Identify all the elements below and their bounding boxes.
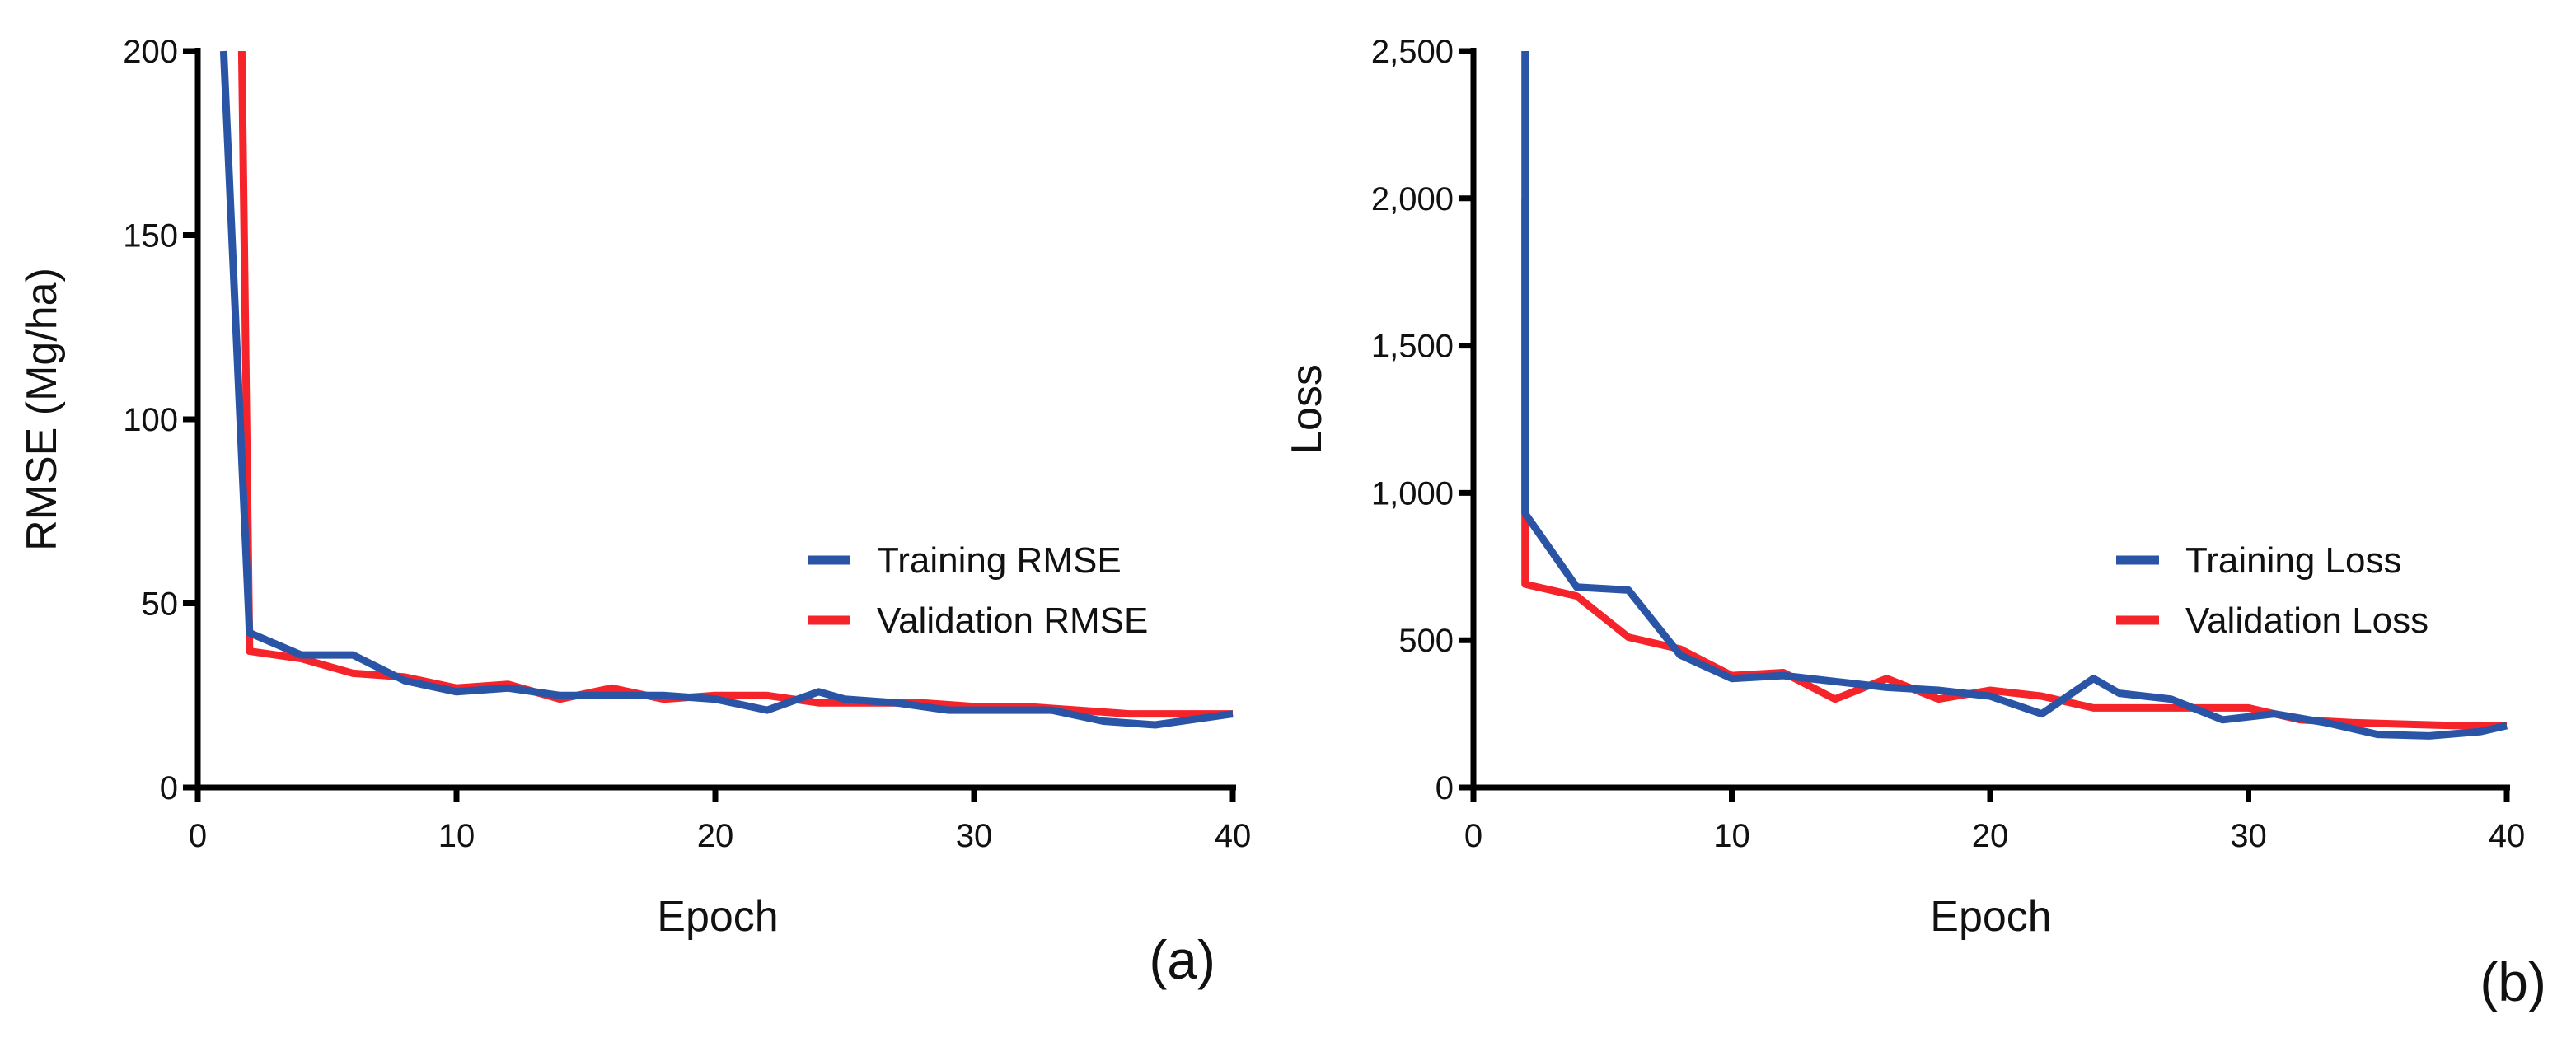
y-tick-label: 1,000 [1371, 475, 1454, 512]
x-axis-title: Epoch [1930, 893, 2051, 941]
chart-panel-a: 0 50 100 150 200 0 10 20 30 40 RMSE (Mg/ha) Epoch Tr… [18, 34, 1251, 990]
x-tick-label: 0 [189, 818, 207, 854]
x-tick-label: 40 [2489, 818, 2526, 854]
chart-legend: Training Loss Validation Loss [2116, 540, 2428, 641]
y-tick-label: 150 [123, 218, 178, 255]
series-group [219, 50, 1234, 729]
x-tick-label: 40 [1215, 818, 1252, 854]
series-line-training-rmse [219, 50, 1234, 729]
x-tick-label: 30 [2230, 818, 2267, 854]
chart-legend: Training RMSE Validation RMSE [808, 540, 1148, 641]
y-tick-label: 500 [1398, 623, 1454, 659]
series-line-training-loss [1521, 51, 2508, 740]
legend-label: Validation Loss [2185, 600, 2428, 641]
y-tick-label: 2,500 [1371, 34, 1454, 70]
y-axis-title: RMSE (Mg/ha) [18, 268, 66, 551]
panel-label: (b) [2480, 951, 2546, 1012]
panel-label: (a) [1149, 929, 1215, 990]
legend-label: Validation RMSE [877, 600, 1148, 641]
x-axis-title: Epoch [657, 893, 778, 941]
x-tick-label: 20 [697, 818, 734, 854]
series-group [1521, 51, 2508, 740]
x-tick-label: 30 [956, 818, 993, 854]
y-axis-title: Loss [1283, 364, 1331, 455]
x-tick-label: 10 [438, 818, 475, 854]
x-tick-label: 10 [1713, 818, 1750, 854]
legend-label: Training Loss [2185, 540, 2402, 581]
chart-panel-b: 0 500 1,000 1,500 2,000 2,500 0 10 20 30 40 Loss Epo… [1283, 34, 2546, 1012]
y-tick-label: 2,000 [1371, 181, 1454, 217]
y-tick-label: 100 [123, 402, 178, 438]
y-tick-label: 0 [1436, 770, 1454, 806]
legend-label: Training RMSE [877, 540, 1122, 581]
y-tick-label: 50 [142, 586, 179, 623]
x-tick-label: 0 [1464, 818, 1482, 854]
y-tick-label: 200 [123, 34, 178, 70]
x-tick-label: 20 [1972, 818, 2009, 854]
y-tick-label: 1,500 [1371, 329, 1454, 365]
y-tick-label: 0 [160, 770, 178, 806]
